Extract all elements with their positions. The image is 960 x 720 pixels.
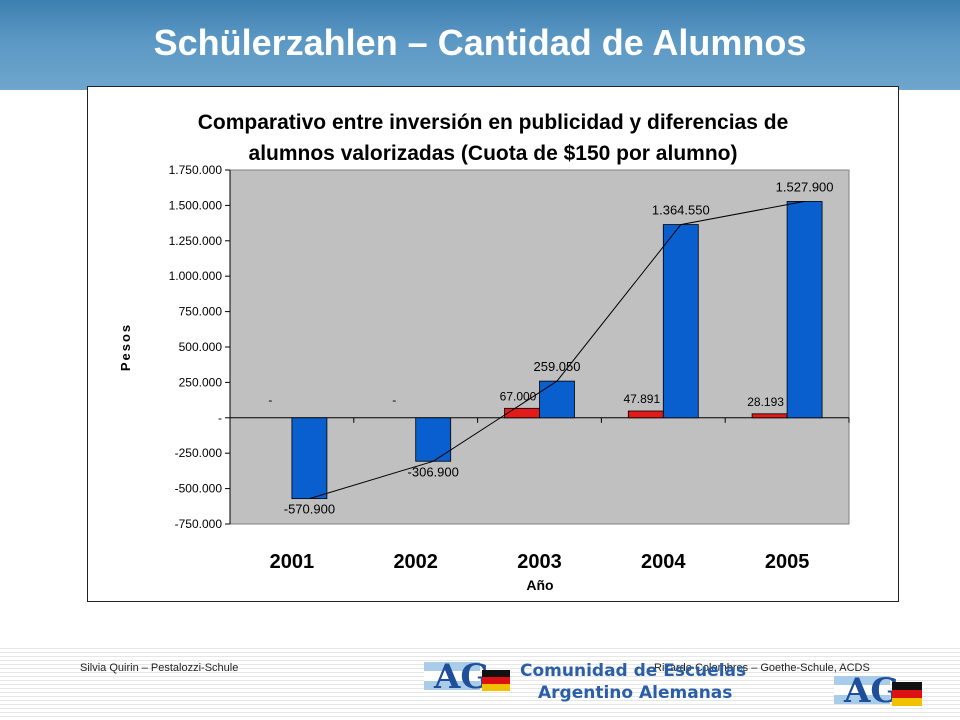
community-line-1: Comunidad de Escuelas — [520, 661, 747, 681]
logo-text: AG — [433, 657, 489, 696]
bar-blue — [786, 201, 823, 419]
bar-blue — [539, 380, 575, 419]
data-label-blue: 1.527.900 — [776, 179, 834, 194]
x-tick-label: 2002 — [393, 551, 438, 573]
data-label-red: 28.193 — [747, 395, 784, 409]
y-tick-label: -500.000 — [175, 482, 223, 496]
y-tick-label: 1.500.000 — [169, 198, 223, 212]
data-label-red: 47.891 — [623, 392, 660, 406]
bar-red — [751, 413, 788, 419]
title-banner — [0, 0, 960, 90]
chart-area: Comparativo entre inversión en publicida… — [87, 86, 899, 602]
trend-line — [309, 200, 805, 500]
community-name: Comunidad de Escuelas Argentino Alemanas — [520, 660, 780, 704]
data-label-blue: -306.900 — [408, 464, 459, 479]
bar-red — [504, 407, 540, 419]
data-label-blue: -570.900 — [284, 502, 335, 517]
bar-blue — [415, 417, 452, 462]
x-tick-label: 2005 — [765, 551, 810, 573]
data-label-red: - — [268, 393, 272, 407]
bar-blue — [662, 224, 699, 419]
y-tick-label: -250.000 — [175, 446, 223, 460]
x-tick-label: 2003 — [517, 551, 562, 573]
data-label-red: - — [392, 393, 396, 407]
footer-author-left: Silvia Quirin – Pestalozzi-Schule — [80, 662, 239, 674]
slide-title: Schülerzahlen – Cantidad de Alumnos — [153, 22, 807, 63]
bar-red — [627, 410, 664, 419]
y-tick-label: 750.000 — [179, 305, 223, 319]
community-line-2: Argentino Alemanas — [538, 683, 733, 703]
bar-chart: Comparativo entre inversión en publicida… — [118, 111, 850, 593]
y-tick-label: 1.000.000 — [169, 269, 223, 283]
y-tick-label: 250.000 — [179, 375, 223, 389]
data-label-red: 67.000 — [500, 389, 537, 403]
y-axis-title: Pesos — [118, 323, 133, 371]
chart-title-line-1: Comparativo entre inversión en publicida… — [198, 111, 789, 134]
data-label-blue: 1.364.550 — [652, 203, 710, 218]
plot-area — [229, 169, 850, 525]
data-label-blue: 259.050 — [534, 359, 581, 374]
ag-logo-left: AG — [424, 657, 510, 696]
y-tick-label: -750.000 — [175, 517, 223, 531]
logo-text: AG — [843, 671, 899, 710]
y-tick-label: 1.750.000 — [169, 163, 223, 177]
x-tick-label: 2001 — [270, 551, 315, 573]
x-axis-title: Año — [526, 577, 553, 593]
chart-title-line-2: alumnos valorizadas (Cuota de $150 por a… — [249, 142, 738, 165]
bar-blue — [291, 417, 328, 500]
x-tick-label: 2004 — [641, 551, 686, 573]
y-tick-label: - — [218, 411, 222, 425]
y-tick-label: 1.250.000 — [169, 234, 223, 248]
y-tick-label: 500.000 — [179, 340, 223, 354]
ag-logo-right: AG — [834, 671, 922, 710]
footer-author-right: Ricardo Colombres – Goethe-Schule, ACDS — [654, 662, 870, 674]
